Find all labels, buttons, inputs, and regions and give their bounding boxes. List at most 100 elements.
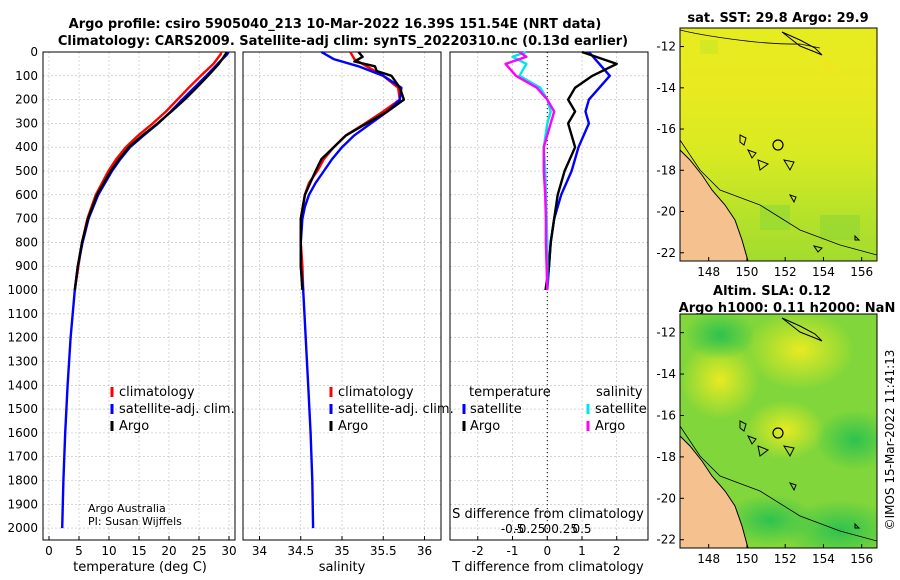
map-x-tick-label: 156 xyxy=(850,552,873,566)
map-y-tick-label: -18 xyxy=(656,450,676,464)
top-x-tick-label: -0.5 xyxy=(501,522,524,536)
sla-low-patch xyxy=(685,314,755,360)
top-x-tick-label: -0.25 xyxy=(514,522,545,536)
sst-patch xyxy=(760,205,790,230)
y-tick-label: 500 xyxy=(15,164,38,178)
map-x-tick-label: 150 xyxy=(735,265,758,279)
series-line-s-argo xyxy=(504,51,556,291)
series-group xyxy=(61,51,230,529)
legend-satellite-label: satellite-adj. clim. xyxy=(119,402,235,417)
timestamp: ©IMOS 15-Mar-2022 11:41:13 xyxy=(883,350,897,531)
map-y-tick-label: -22 xyxy=(656,246,676,260)
x-tick-label: 35.5 xyxy=(370,544,397,558)
reef-contour xyxy=(680,425,877,542)
x-tick-label: 5 xyxy=(75,544,83,558)
y-tick-label: 900 xyxy=(15,259,38,273)
map-y-tick-label: -18 xyxy=(656,163,676,177)
reef-islands xyxy=(788,482,861,529)
sst-patch xyxy=(700,40,718,54)
top-x-tick-label: 0.25 xyxy=(551,522,578,536)
y-tick-label: 800 xyxy=(15,235,38,249)
series-group xyxy=(299,51,406,529)
y-tick-label: 1400 xyxy=(7,378,38,392)
x-tick-label: 30 xyxy=(221,544,236,558)
axes-frame xyxy=(449,51,649,541)
sst-map-title: sat. SST: 29.8 Argo: 29.9 xyxy=(687,11,868,26)
sla-high-patch xyxy=(745,400,825,460)
legend-climatology-label: climatology xyxy=(338,385,414,400)
sst-patch xyxy=(820,215,860,240)
difference-legend: temperature salinity satellite Argo sate… xyxy=(462,385,647,434)
argo-location-marker xyxy=(772,139,784,151)
map-y-tick-label: -12 xyxy=(656,326,676,340)
difference-xlabel: T difference from climatology xyxy=(451,560,644,575)
island-outline xyxy=(781,317,823,342)
temperature-xlabel: temperature (deg C) xyxy=(73,560,207,575)
y-tick-label: 700 xyxy=(15,212,38,226)
legend-s-satellite-label: satellite xyxy=(595,402,647,417)
reef-islands xyxy=(739,420,795,458)
sla-map-title-line1: Altim. SLA: 0.12 xyxy=(713,284,831,299)
y-tick-label: 1500 xyxy=(7,402,38,416)
credit-line1: Argo Australia xyxy=(88,502,166,515)
y-tick-label: 1000 xyxy=(7,283,38,297)
y-tick-label: 1600 xyxy=(7,426,38,440)
figure-title-line1: Argo profile: csiro 5905040_213 10-Mar-2… xyxy=(69,17,602,32)
map-y-tick-label: -14 xyxy=(656,81,676,95)
y-tick-label: 1700 xyxy=(7,450,38,464)
temperature-legend: climatology satellite-adj. clim. Argo xyxy=(110,385,235,434)
x-tick-label: 2 xyxy=(613,544,621,558)
map-x-tick-label: 154 xyxy=(812,265,835,279)
legend-argo-label: Argo xyxy=(119,419,149,434)
coastline xyxy=(680,435,749,548)
x-tick-label: -1 xyxy=(507,544,519,558)
x-tick-label: 0 xyxy=(45,544,53,558)
series-group xyxy=(504,51,618,291)
sla-high-patch xyxy=(745,314,855,390)
map-x-tick-label: 152 xyxy=(774,552,797,566)
legend-temperature-heading: temperature xyxy=(469,385,551,400)
x-tick-label: 20 xyxy=(161,544,176,558)
legend-s-argo-label: Argo xyxy=(595,419,625,434)
reef-islands xyxy=(788,194,861,253)
y-tick-label: 1800 xyxy=(7,473,38,487)
island-outline xyxy=(781,31,823,56)
reef-islands xyxy=(739,134,795,172)
sla-low-patch xyxy=(725,495,815,545)
x-tick-label: 35 xyxy=(334,544,349,558)
sst-patch xyxy=(820,60,836,72)
x-tick-label: 36 xyxy=(417,544,432,558)
x-tick-label: 34.5 xyxy=(287,544,314,558)
sla-map-frame xyxy=(679,313,878,549)
map-y-tick-label: -16 xyxy=(656,408,676,422)
x-tick-label: 15 xyxy=(131,544,146,558)
map-x-tick-label: 154 xyxy=(812,552,835,566)
sla-low-patch xyxy=(815,410,877,470)
legend-climatology-label: climatology xyxy=(119,385,195,400)
sla-map-ticks: 148 150 152 154 156 -12 -14 -16 -18 -20 -22 xyxy=(656,326,873,566)
top-x-tick-label: 0.5 xyxy=(572,522,591,536)
map-y-tick-label: -16 xyxy=(656,122,676,136)
y-tick-label: 400 xyxy=(15,140,38,154)
salinity-panel: 34 34.5 35 35.5 36 xyxy=(242,51,442,558)
argo-location-marker xyxy=(772,427,784,439)
legend-t-argo-label: Argo xyxy=(470,419,500,434)
x-tick-label: 1 xyxy=(578,544,586,558)
salinity-xlabel: salinity xyxy=(319,560,366,575)
x-tick-label: 0 xyxy=(543,544,551,558)
map-y-tick-label: -14 xyxy=(656,367,676,381)
australia-coast-land xyxy=(680,436,748,548)
y-tick-label: 1900 xyxy=(7,497,38,511)
x-tick-label: 10 xyxy=(101,544,116,558)
y-tick-label: 200 xyxy=(15,93,38,107)
temperature-panel: 0 5 10 15 20 25 300100200300400500600700800900… xyxy=(7,45,236,558)
sst-map-frame xyxy=(679,27,878,262)
difference-top-xlabel: S difference from climatology xyxy=(452,507,644,522)
x-tick-label: 25 xyxy=(191,544,206,558)
sst-map-ticks: 148 150 152 154 156 -12 -14 -16 -18 -20 -22 xyxy=(656,40,873,279)
map-x-tick-label: 152 xyxy=(774,265,797,279)
figure-title-line2: Climatology: CARS2009. Satellite-adj cli… xyxy=(58,34,628,49)
x-tick-label: 34 xyxy=(252,544,267,558)
series-line-argo xyxy=(73,51,229,291)
